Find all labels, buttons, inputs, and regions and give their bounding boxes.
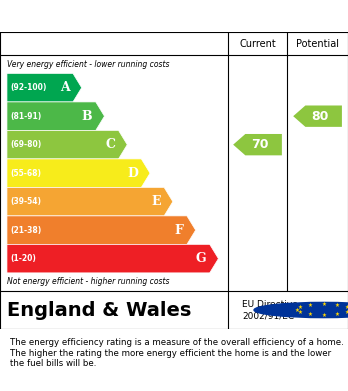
Text: Potential: Potential: [296, 39, 339, 48]
Text: (92-100): (92-100): [10, 83, 47, 92]
Text: D: D: [127, 167, 138, 179]
Text: ★: ★: [334, 303, 340, 308]
Text: ★: ★: [321, 302, 326, 307]
Text: (55-68): (55-68): [10, 169, 41, 178]
Text: (21-38): (21-38): [10, 226, 42, 235]
Text: A: A: [60, 81, 70, 94]
Polygon shape: [7, 187, 173, 216]
Text: ★: ★: [298, 305, 303, 310]
Text: ★: ★: [298, 310, 303, 315]
Text: Current: Current: [239, 39, 276, 48]
Polygon shape: [7, 102, 104, 131]
Text: 80: 80: [311, 109, 329, 123]
Text: E: E: [151, 195, 161, 208]
Text: 2002/91/EC: 2002/91/EC: [242, 311, 294, 320]
Text: ★: ★: [308, 312, 313, 317]
Text: (69-80): (69-80): [10, 140, 42, 149]
Text: ★: ★: [308, 303, 313, 308]
Polygon shape: [233, 134, 282, 155]
Text: Not energy efficient - higher running costs: Not energy efficient - higher running co…: [7, 278, 169, 287]
Text: (1-20): (1-20): [10, 254, 36, 263]
Text: ★: ★: [345, 310, 348, 315]
Polygon shape: [7, 159, 150, 187]
Polygon shape: [7, 131, 127, 159]
Text: EU Directive: EU Directive: [242, 300, 298, 309]
Text: ★: ★: [321, 313, 326, 318]
Text: C: C: [105, 138, 115, 151]
Polygon shape: [293, 106, 342, 127]
Polygon shape: [7, 216, 196, 244]
Text: (81-91): (81-91): [10, 112, 42, 121]
Text: G: G: [196, 252, 206, 265]
Text: (39-54): (39-54): [10, 197, 41, 206]
Text: 70: 70: [251, 138, 269, 151]
Text: Energy Efficiency Rating: Energy Efficiency Rating: [14, 7, 262, 25]
Circle shape: [254, 302, 348, 317]
Text: ★: ★: [345, 305, 348, 310]
Text: ★: ★: [294, 307, 299, 312]
Polygon shape: [7, 244, 219, 273]
Text: Very energy efficient - lower running costs: Very energy efficient - lower running co…: [7, 60, 169, 69]
Text: The energy efficiency rating is a measure of the overall efficiency of a home. T: The energy efficiency rating is a measur…: [10, 338, 344, 368]
Polygon shape: [7, 74, 82, 102]
Text: ★: ★: [334, 312, 340, 317]
Text: F: F: [175, 224, 183, 237]
Text: England & Wales: England & Wales: [7, 301, 191, 319]
Text: B: B: [82, 109, 92, 123]
